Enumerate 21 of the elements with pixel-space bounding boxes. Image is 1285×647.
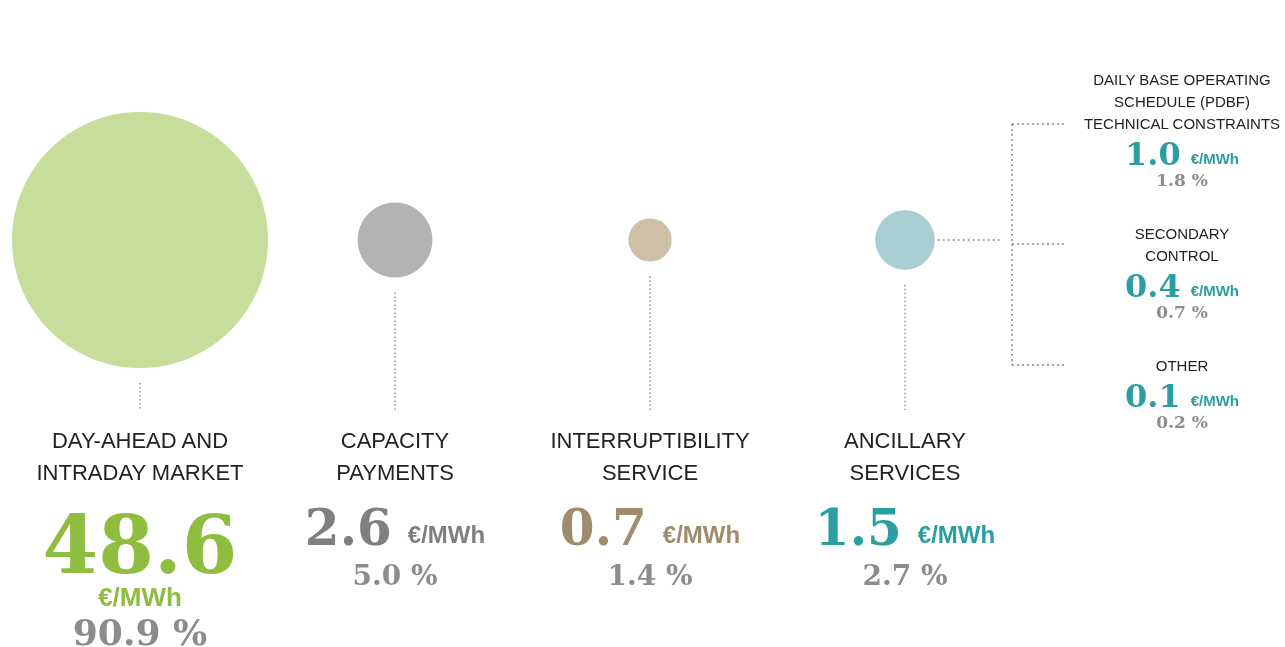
data-label: 1.4 % xyxy=(607,558,693,592)
data-label: 90.9 % xyxy=(72,611,208,647)
category-label: SECONDARY CONTROL xyxy=(1134,224,1230,264)
data-label: 1.0 €/MWh xyxy=(1125,135,1239,173)
category-label: DAILY BASE OPERATING SCHEDULE (PDBF) TECHNICAL CONSTRAINTS xyxy=(1083,70,1281,132)
data-label: 1.5 €/MWh xyxy=(814,497,996,557)
category-label: CAPACITY PAYMENTS xyxy=(336,427,454,485)
data-label: 1.8 % xyxy=(1156,170,1208,190)
data-label: 0.4 €/MWh xyxy=(1125,267,1239,305)
data-label: 48.6 €/MWh xyxy=(42,498,238,612)
data-label: 0.2 % xyxy=(1156,412,1208,432)
category-label: DAY-AHEAD AND INTRADAY MARKET xyxy=(36,427,244,485)
data-label: 0.7 % xyxy=(1156,302,1208,322)
category-label: ANCILLARY SERVICES xyxy=(844,427,967,485)
category-label: INTERRUPTIBILITY SERVICE xyxy=(550,427,750,485)
data-label: 2.6 €/MWh xyxy=(304,497,486,557)
data-label: 0.1 €/MWh xyxy=(1125,377,1239,415)
data-label: 2.7 % xyxy=(862,558,948,592)
data-label: 0.7 €/MWh xyxy=(559,497,741,557)
category-label: OTHER xyxy=(1155,356,1209,374)
data-label: 5.0 % xyxy=(352,558,438,592)
